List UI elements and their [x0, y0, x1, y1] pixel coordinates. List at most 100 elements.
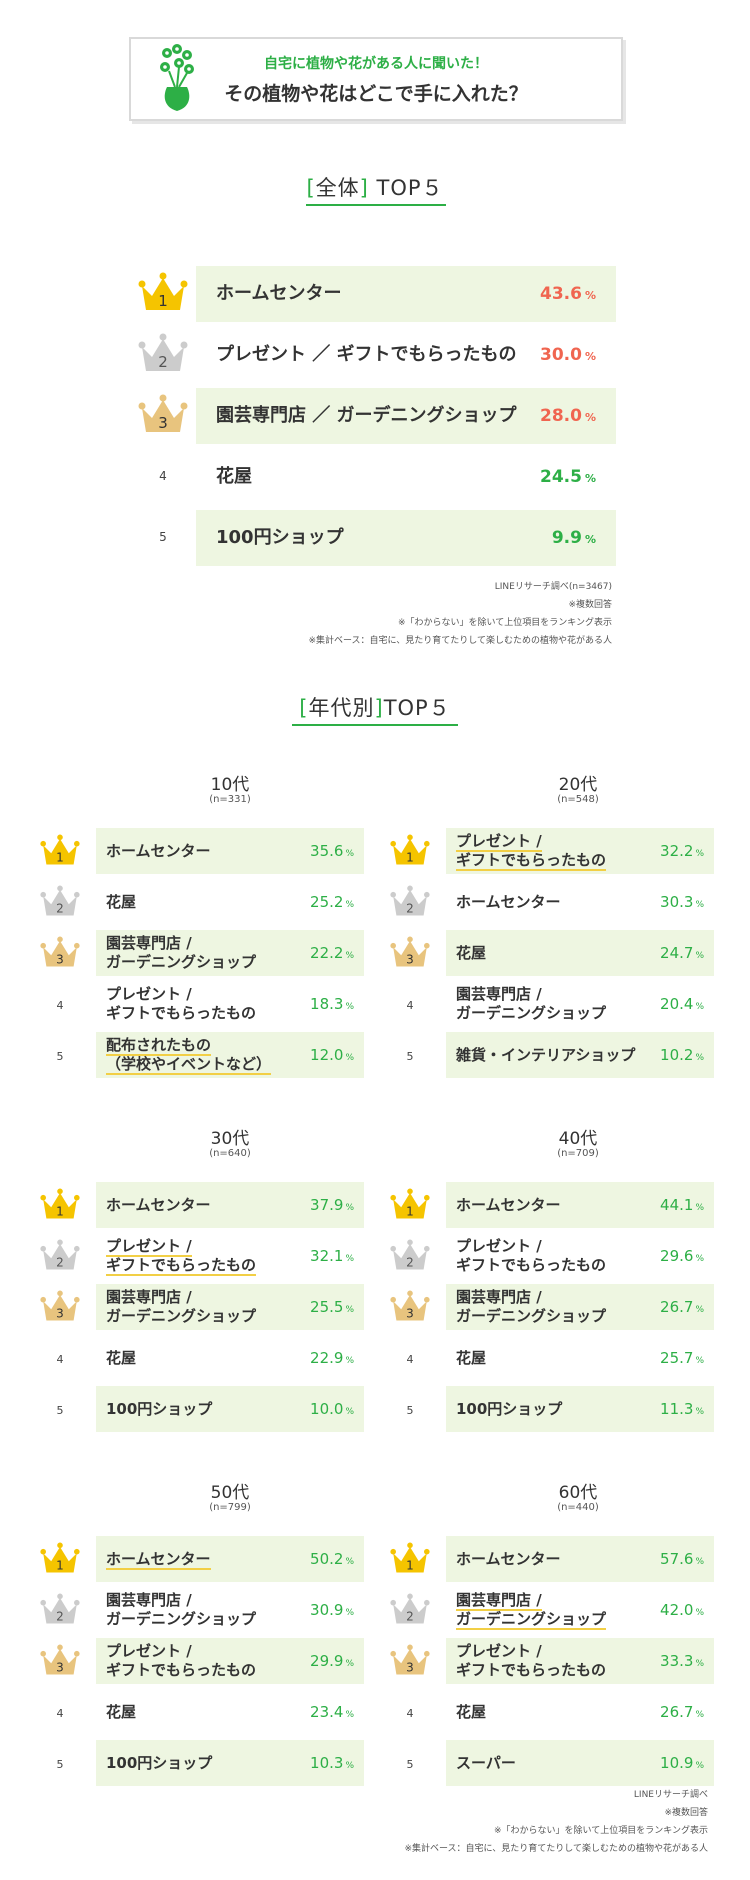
rank-marker: 3	[40, 936, 82, 972]
item-label: 100円ショップ	[106, 1386, 212, 1432]
item-label-text: 花屋	[456, 943, 487, 962]
item-label: プレゼント / ギフトでもらったもの	[106, 1233, 257, 1279]
value-number: 10.9	[660, 1754, 694, 1772]
by-age-section-title: [年代別]TOP５	[0, 692, 750, 722]
value-number: 29.6	[660, 1247, 694, 1265]
age-row: 園芸専門店 / ガーデニングショップ 20.4%	[446, 981, 714, 1027]
rank-number: 1	[56, 1558, 64, 1572]
rank-number: 3	[406, 1306, 414, 1320]
item-label-text: 配布されたもの	[106, 1036, 212, 1056]
percent-unit: %	[695, 849, 704, 859]
item-label-text: プレゼント /	[456, 832, 542, 852]
rank-number: 2	[406, 1609, 414, 1623]
header-box: 自宅に植物や花がある人に聞いた！ その植物や花はどこで手に入れた？	[129, 37, 623, 121]
value-number: 43.6	[540, 284, 582, 304]
item-value: 10.9%	[660, 1740, 704, 1789]
rank-marker: 4	[40, 987, 82, 1023]
rank-number: 1	[56, 1204, 64, 1218]
rank-1-crown-icon: 1	[40, 1188, 80, 1219]
item-label: 配布されたもの （学校やイベントなど）	[106, 1032, 272, 1078]
item-label-line: 100円ショップ	[106, 1400, 212, 1419]
rank-number: 2	[56, 1255, 64, 1269]
header-subtitle: 自宅に植物や花がある人に聞いた！	[264, 56, 488, 72]
value-number: 30.3	[660, 893, 694, 911]
note-line: ※「わからない」を除いて上位項目をランキング表示	[397, 618, 612, 628]
rank-number: 5	[56, 1404, 64, 1417]
age-group-sample-size: (n=709)	[557, 1148, 599, 1159]
value-number: 26.7	[660, 1703, 694, 1721]
item-label-text: ホームセンター	[106, 1549, 211, 1570]
item-value: 12.0%	[310, 1032, 354, 1081]
item-label-line: ホームセンター	[106, 1196, 211, 1215]
age-row: 園芸専門店 / ガーデニングショップ 42.0%	[446, 1587, 714, 1633]
title-word: 全体	[315, 176, 360, 200]
item-label-line: プレゼント /	[106, 1642, 256, 1661]
rank-number: 2	[56, 1609, 64, 1623]
percent-unit: %	[584, 350, 596, 363]
overall-section-title: [全体] TOP５	[0, 172, 750, 202]
item-label: 100円ショップ	[106, 1740, 212, 1786]
rank-3-crown-icon: 3	[40, 1290, 80, 1321]
percent-unit: %	[584, 533, 596, 546]
rank-number: 5	[56, 1758, 64, 1771]
age-group-sample-size: (n=440)	[557, 1502, 599, 1513]
rank-number: 5	[56, 1050, 64, 1063]
percent-unit: %	[695, 1761, 704, 1771]
item-label-line: ギフトでもらったもの	[106, 1256, 257, 1276]
rank-marker: 2	[40, 1593, 82, 1629]
item-label-text: ホームセンター	[456, 1549, 561, 1568]
item-label-line: 花屋	[456, 1703, 486, 1722]
age-row: 園芸専門店 / ガーデニングショップ 30.9%	[96, 1587, 364, 1633]
value-number: 25.2	[310, 893, 344, 911]
age-row: ホームセンター 44.1%	[446, 1182, 714, 1228]
percent-unit: %	[345, 1710, 354, 1720]
age-group-title: 20代	[558, 775, 598, 795]
rank-2-crown-icon: 2	[40, 1239, 80, 1270]
rank-marker: 2	[40, 885, 82, 921]
overall-title-underline	[306, 204, 446, 206]
age-row: 花屋 25.7%	[446, 1335, 714, 1381]
rank-marker: 5	[138, 516, 188, 560]
percent-unit: %	[695, 1557, 704, 1567]
item-label: 花屋	[456, 1335, 486, 1381]
value-number: 22.2	[310, 944, 344, 962]
age-row: 園芸専門店 / ガーデニングショップ 25.5%	[96, 1284, 364, 1330]
item-label: プレゼント / ギフトでもらったもの	[106, 1638, 256, 1684]
age-row: プレゼント / ギフトでもらったもの 29.9%	[96, 1638, 364, 1684]
value-number: 44.1	[660, 1196, 694, 1214]
percent-unit: %	[695, 951, 704, 961]
item-value: 23.4%	[310, 1689, 354, 1738]
rank-1-crown-icon: 1	[40, 1542, 80, 1573]
rank-number: 4	[406, 999, 414, 1012]
percent-unit: %	[345, 1305, 354, 1315]
age-row: 花屋 25.2%	[96, 879, 364, 925]
rank-number: 3	[56, 1306, 64, 1320]
item-label-line: 園芸専門店 /	[106, 1591, 256, 1610]
item-label: 園芸専門店 / ガーデニングショップ	[456, 1284, 606, 1330]
item-label: 100円ショップ	[456, 1386, 562, 1432]
item-label-line: ガーデニングショップ	[106, 953, 256, 972]
item-label-line: プレゼント /	[456, 1642, 606, 1661]
rank-3-crown-icon: 3	[390, 1290, 430, 1321]
percent-unit: %	[695, 1356, 704, 1366]
rank-marker: 3	[390, 936, 432, 972]
percent-unit: %	[695, 1305, 704, 1315]
rank-marker: 1	[40, 1542, 82, 1578]
item-value: 30.9%	[310, 1587, 354, 1636]
rank-3-crown-icon: 3	[390, 1644, 430, 1675]
item-label-text: ギフトでもらったもの	[106, 1004, 257, 1022]
value-number: 57.6	[660, 1550, 694, 1568]
age-row: 雑貨・インテリアショップ 10.2%	[446, 1032, 714, 1078]
age-row: ホームセンター 35.6%	[96, 828, 364, 874]
value-number: 25.5	[310, 1298, 344, 1316]
rank-3-crown-icon: 3	[40, 1644, 80, 1675]
item-label-text: ガーデニングショップ	[106, 1307, 257, 1325]
percent-unit: %	[345, 1203, 354, 1213]
item-label-text: （学校やイベントなど）	[106, 1055, 272, 1075]
percent-unit: %	[345, 1356, 354, 1366]
item-label-text: ホームセンター	[106, 1195, 211, 1214]
value-number: 10.2	[660, 1046, 694, 1064]
item-label-line: ガーデニングショップ	[106, 1610, 256, 1629]
item-label: 園芸専門店 / ガーデニングショップ	[106, 930, 256, 976]
